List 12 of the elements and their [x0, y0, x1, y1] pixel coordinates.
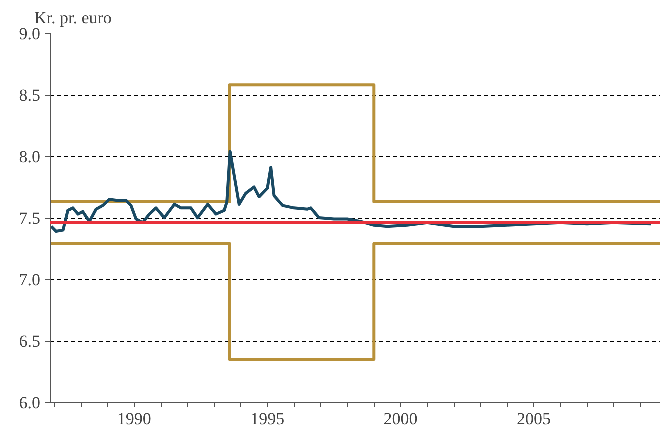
y-tick-label: 9.0	[19, 24, 40, 44]
x-tick-label: 2005	[516, 410, 551, 428]
x-tick-label: 1995	[250, 410, 285, 428]
y-tick-label: 8.5	[19, 86, 40, 105]
y-tick-label: 6.5	[19, 332, 40, 351]
y-tick-label: 7.5	[19, 209, 40, 228]
x-tick-label: 1990	[117, 410, 152, 428]
y-axis-title: Kr. pr. euro	[34, 8, 112, 28]
y-tick-label: 8.0	[19, 148, 40, 166]
y-tick-label: 6.0	[19, 394, 40, 412]
x-tick-label: 2000	[384, 410, 418, 428]
y-tick-label: 7.0	[19, 270, 40, 290]
